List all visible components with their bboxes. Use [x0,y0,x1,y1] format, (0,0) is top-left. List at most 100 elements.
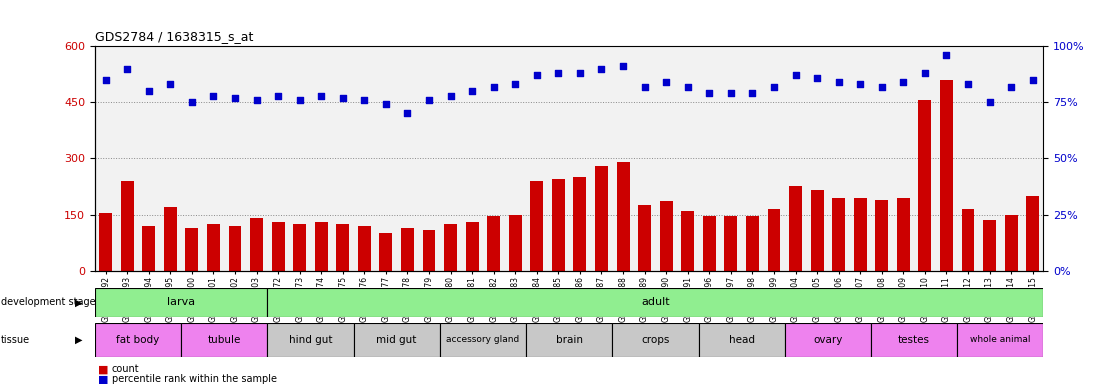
Bar [444,224,458,271]
Bar [574,177,586,271]
Bar [509,215,522,271]
Bar [638,205,651,271]
Bar [423,230,435,271]
Bar [530,181,543,271]
Bar [271,222,285,271]
Point [959,81,976,87]
Bar [552,179,565,271]
Text: fat body: fat body [116,335,160,345]
Point [463,88,481,94]
Bar [745,217,759,271]
Bar [401,228,414,271]
Point [97,77,115,83]
Bar [379,233,393,271]
Bar [854,198,867,271]
Bar [660,202,673,271]
Point [312,93,330,99]
Bar [875,200,888,271]
Text: tubule: tubule [208,335,241,345]
Bar [897,198,910,271]
Point [162,81,180,87]
Text: tissue: tissue [1,335,30,345]
Bar [1004,215,1018,271]
Bar [336,224,349,271]
Point [528,72,546,78]
Bar [1027,196,1039,271]
Bar [789,187,802,271]
Text: crops: crops [642,335,670,345]
Point [227,95,244,101]
Bar [206,224,220,271]
Point [593,65,610,71]
Point [1002,83,1020,89]
Text: count: count [112,364,140,374]
Bar [703,217,715,271]
Point [398,111,416,117]
Point [679,83,696,89]
Bar [810,190,824,271]
Bar [95,288,268,317]
Bar [229,226,241,271]
Bar [870,323,958,357]
Bar [268,323,354,357]
Point [787,72,805,78]
Point [140,88,157,94]
Point [269,93,287,99]
Point [183,99,201,105]
Bar [616,162,629,271]
Bar [143,226,155,271]
Point [420,97,437,103]
Bar [294,224,306,271]
Bar [918,100,932,271]
Point [571,70,589,76]
Bar [465,222,479,271]
Point [808,74,826,81]
Text: GDS2784 / 1638315_s_at: GDS2784 / 1638315_s_at [95,30,253,43]
Bar [250,218,263,271]
Point [852,81,869,87]
Text: adult: adult [641,297,670,308]
Bar [983,220,997,271]
Bar [833,198,845,271]
Bar [699,323,785,357]
Bar [940,80,953,271]
Bar [121,181,134,271]
Point [722,90,740,96]
Point [377,101,395,108]
Point [743,90,761,96]
Bar [181,323,268,357]
Bar [268,288,1043,317]
Bar [613,323,699,357]
Bar [958,323,1043,357]
Bar [962,209,974,271]
Bar [358,226,371,271]
Bar [95,323,181,357]
Text: ■: ■ [98,374,108,384]
Bar [440,323,526,357]
Text: accessory gland: accessory gland [446,335,520,344]
Point [334,95,352,101]
Point [484,83,502,89]
Bar [354,323,440,357]
Point [507,81,525,87]
Point [291,97,309,103]
Bar [724,217,738,271]
Point [614,63,632,70]
Text: ▶: ▶ [75,335,83,345]
Bar [526,323,613,357]
Point [766,83,783,89]
Text: percentile rank within the sample: percentile rank within the sample [112,374,277,384]
Point [894,79,912,85]
Bar [164,207,176,271]
Bar [99,213,112,271]
Point [549,70,567,76]
Point [701,90,719,96]
Text: head: head [729,335,754,345]
Point [873,83,891,89]
Bar [785,323,870,357]
Text: testes: testes [898,335,930,345]
Text: hind gut: hind gut [289,335,333,345]
Bar [185,228,199,271]
Text: ▶: ▶ [75,297,83,308]
Point [355,97,373,103]
